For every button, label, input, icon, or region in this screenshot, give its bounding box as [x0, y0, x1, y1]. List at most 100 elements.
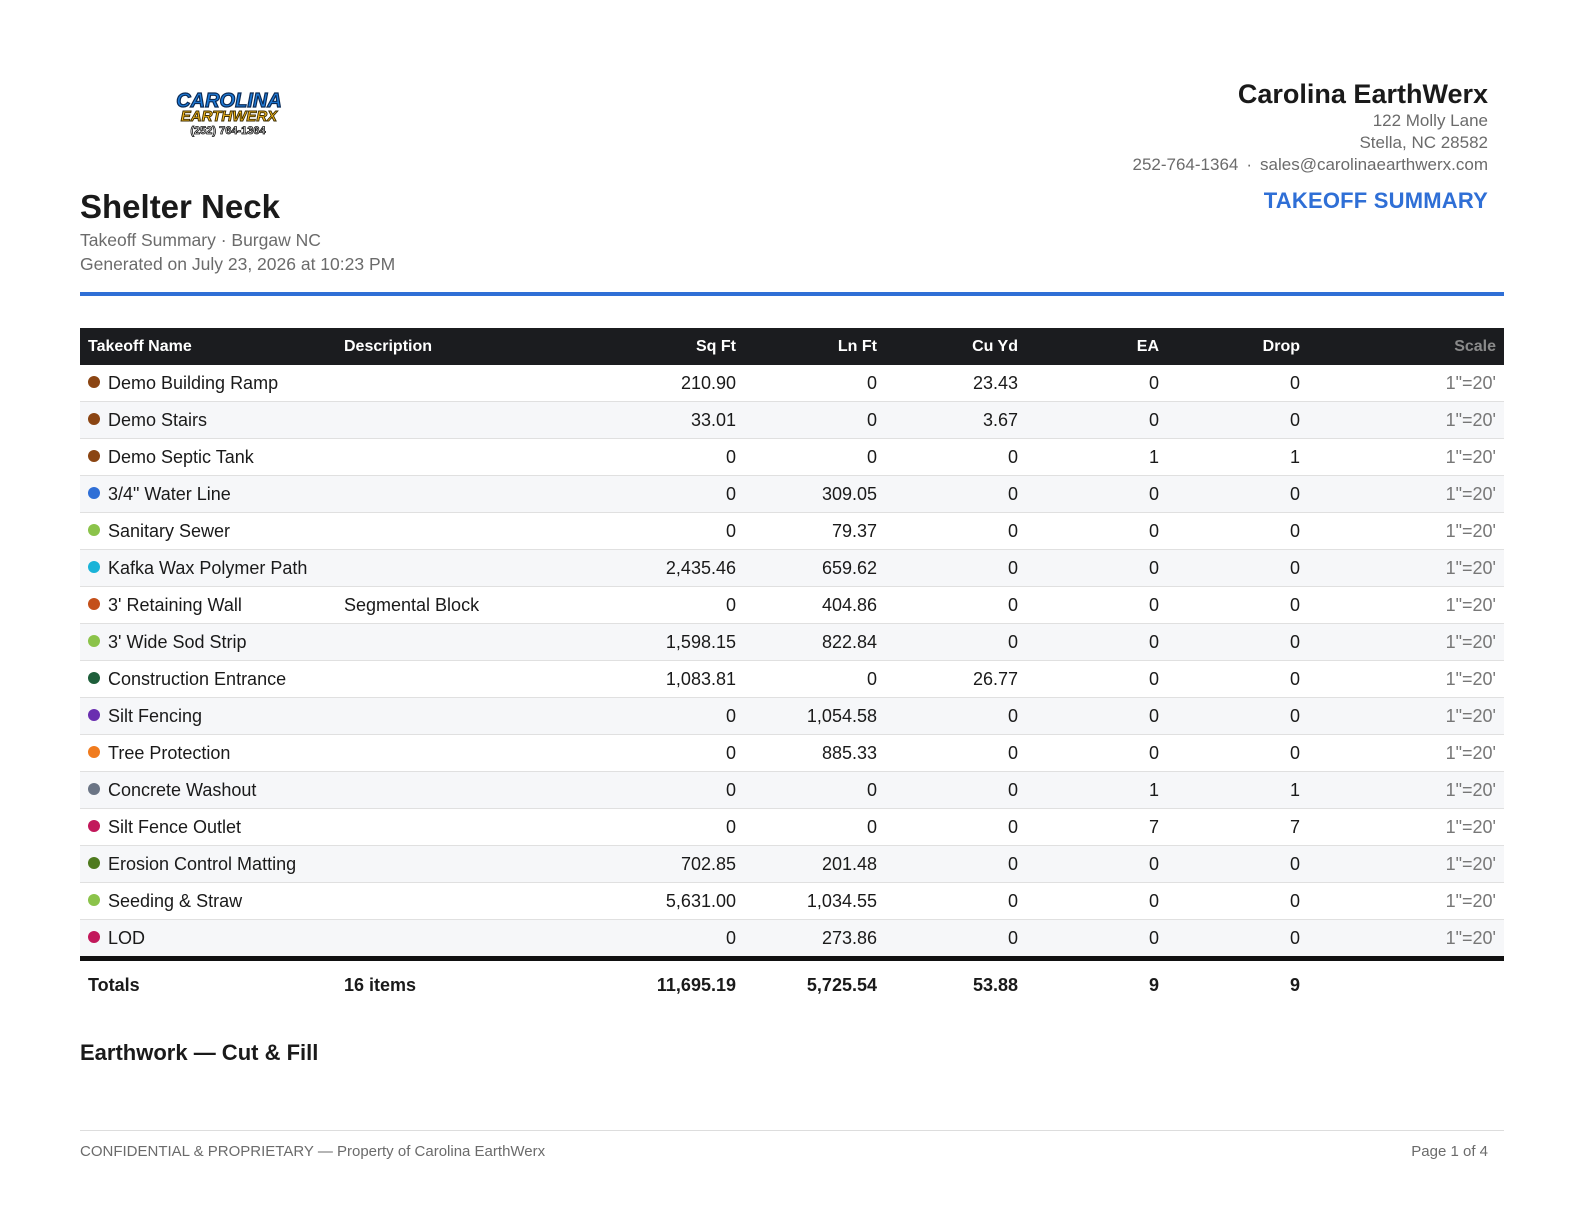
- company-logo: CAROLINA EARTHWERX (252) 764-1364: [166, 88, 292, 140]
- color-swatch-icon: [88, 671, 100, 684]
- cell-ea: 0: [1026, 919, 1167, 959]
- cell-ea: 0: [1026, 697, 1167, 735]
- cell-ea: 0: [1026, 549, 1167, 587]
- table-row: 3/4" Water Line 0 309.05 0 0 0 1"=20': [80, 475, 1504, 513]
- color-swatch-icon: [88, 634, 100, 647]
- footer-divider: [80, 1130, 1504, 1131]
- table-row: 3' Wide Sod Strip 1,598.15 822.84 0 0 0 1"=20': [80, 623, 1504, 661]
- takeoff-name-label: Demo Building Ramp: [108, 372, 279, 393]
- cell-drop: 0: [1167, 549, 1308, 587]
- company-address-1: 122 Molly Lane: [1372, 111, 1488, 130]
- cell-cu-yd: 0: [885, 845, 1026, 883]
- cell-drop: 0: [1167, 660, 1308, 698]
- company-email[interactable]: sales@carolinaearthwerx.com: [1260, 155, 1488, 174]
- cell-cu-yd: 0: [885, 919, 1026, 959]
- cell-scale: 1"=20': [1308, 549, 1504, 587]
- contact-separator: ·: [1246, 155, 1253, 174]
- cell-ea: 1: [1026, 438, 1167, 476]
- cell-sq-ft: 1,083.81: [576, 660, 744, 698]
- cell-ln-ft: 0: [744, 438, 885, 476]
- cell-sq-ft: 702.85: [576, 845, 744, 883]
- takeoff-name-label: Silt Fencing: [108, 705, 203, 726]
- cell-sq-ft: 0: [576, 438, 744, 476]
- header-sq-ft: Sq Ft: [576, 328, 744, 365]
- cell-ea: 7: [1026, 808, 1167, 846]
- cell-cu-yd: 0: [885, 475, 1026, 513]
- takeoff-name-label: Construction Entrance: [108, 668, 287, 689]
- company-name: Carolina EarthWerx: [1237, 79, 1488, 109]
- cell-sq-ft: 0: [576, 697, 744, 735]
- totals-drop: 9: [1167, 956, 1308, 1007]
- color-swatch-icon: [88, 930, 100, 943]
- table-row: Erosion Control Matting 702.85 201.48 0 0 0 1"…: [80, 845, 1504, 883]
- cell-drop: 1: [1167, 438, 1308, 476]
- takeoff-name-label: Silt Fence Outlet: [108, 816, 242, 837]
- cell-ln-ft: 0: [744, 401, 885, 439]
- cell-takeoff-name: Tree Protection: [80, 734, 336, 772]
- cell-ln-ft: 404.86: [744, 586, 885, 624]
- table-row: Silt Fencing 0 1,054.58 0 0 0 1"=20': [80, 697, 1504, 735]
- cell-sq-ft: 0: [576, 771, 744, 809]
- cell-cu-yd: 0: [885, 438, 1026, 476]
- cell-takeoff-name: Kafka Wax Polymer Path: [80, 549, 336, 587]
- cell-drop: 0: [1167, 697, 1308, 735]
- cell-description: [336, 919, 576, 959]
- takeoff-name-label: 3/4" Water Line: [108, 483, 231, 504]
- cell-description: [336, 882, 576, 920]
- cell-drop: 0: [1167, 586, 1308, 624]
- cell-cu-yd: 0: [885, 882, 1026, 920]
- takeoff-table: Takeoff Name Description Sq Ft Ln Ft Cu …: [80, 328, 1504, 1007]
- cell-ea: 0: [1026, 882, 1167, 920]
- color-swatch-icon: [88, 560, 100, 573]
- cell-takeoff-name: 3' Wide Sod Strip: [80, 623, 336, 661]
- takeoff-name-label: Demo Septic Tank: [108, 446, 254, 467]
- header-scale: Scale: [1308, 328, 1504, 365]
- cell-takeoff-name: Demo Building Ramp: [80, 365, 336, 402]
- cell-ln-ft: 0: [744, 808, 885, 846]
- totals-count: 16 items: [336, 956, 576, 1007]
- cell-scale: 1"=20': [1308, 660, 1504, 698]
- cell-ln-ft: 201.48: [744, 845, 885, 883]
- color-swatch-icon: [88, 486, 100, 499]
- generated-timestamp: Generated on July 23, 2026 at 10:23 PM: [80, 254, 396, 274]
- takeoff-name-label: Demo Stairs: [108, 409, 208, 430]
- cell-takeoff-name: Demo Septic Tank: [80, 438, 336, 476]
- cell-ln-ft: 79.37: [744, 512, 885, 550]
- cell-drop: 0: [1167, 512, 1308, 550]
- cell-sq-ft: 0: [576, 512, 744, 550]
- cell-cu-yd: 0: [885, 549, 1026, 587]
- cell-takeoff-name: Erosion Control Matting: [80, 845, 336, 883]
- header-divider: [80, 292, 1504, 296]
- cell-sq-ft: 2,435.46: [576, 549, 744, 587]
- cell-description: Segmental Block: [336, 586, 576, 624]
- table-row: LOD 0 273.86 0 0 0 1"=20': [80, 919, 1504, 959]
- cell-scale: 1"=20': [1308, 845, 1504, 883]
- cell-description: [336, 365, 576, 402]
- cell-ea: 0: [1026, 475, 1167, 513]
- company-logo-graphic: CAROLINA EARTHWERX (252) 764-1364: [176, 89, 283, 137]
- cell-drop: 0: [1167, 623, 1308, 661]
- totals-row: Totals 16 items 11,695.19 5,725.54 53.88…: [80, 956, 1504, 1007]
- takeoff-name-label: 3' Wide Sod Strip: [108, 631, 247, 652]
- cell-takeoff-name: LOD: [80, 919, 336, 959]
- header-description: Description: [336, 328, 576, 365]
- cell-ln-ft: 1,054.58: [744, 697, 885, 735]
- table-row: Seeding & Straw 5,631.00 1,034.55 0 0 0 1"=20': [80, 882, 1504, 920]
- cell-ea: 0: [1026, 512, 1167, 550]
- color-swatch-icon: [88, 597, 100, 610]
- color-swatch-icon: [88, 782, 100, 795]
- cell-drop: 1: [1167, 771, 1308, 809]
- cell-description: [336, 475, 576, 513]
- color-swatch-icon: [88, 856, 100, 869]
- company-address-2: Stella, NC 28582: [1359, 133, 1488, 152]
- cell-sq-ft: 5,631.00: [576, 882, 744, 920]
- table-row: Tree Protection 0 885.33 0 0 0 1"=20': [80, 734, 1504, 772]
- cell-description: [336, 549, 576, 587]
- section-title-earthwork: Earthwork — Cut & Fill: [80, 1040, 319, 1065]
- takeoff-rows: Demo Building Ramp 210.90 0 23.43 0 0 1"=20' De…: [80, 365, 1504, 959]
- cell-cu-yd: 23.43: [885, 365, 1026, 402]
- company-contact: 252-764-1364 · sales@carolinaearthwerx.com: [1132, 154, 1488, 176]
- takeoff-name-label: Tree Protection: [108, 742, 231, 763]
- color-swatch-icon: [88, 893, 100, 906]
- cell-drop: 0: [1167, 475, 1308, 513]
